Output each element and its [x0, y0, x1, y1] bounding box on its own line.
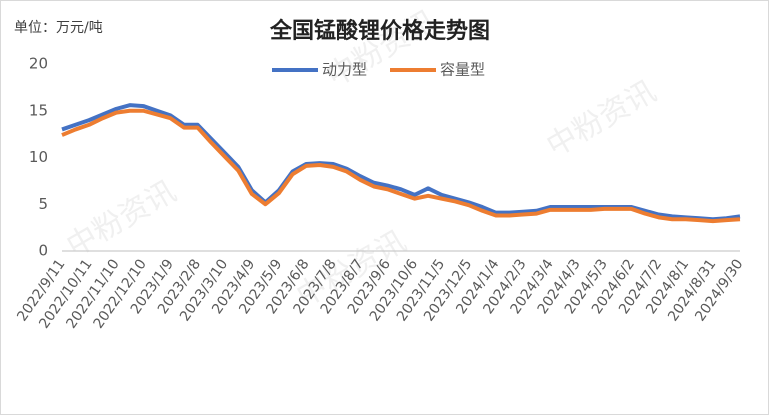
chart-title: 全国锰酸锂价格走势图 — [269, 18, 490, 44]
y-tick-label: 20 — [29, 55, 48, 73]
y-tick-label: 0 — [38, 242, 48, 260]
legend-label: 容量型 — [440, 61, 485, 79]
y-tick-label: 5 — [38, 195, 48, 213]
line-series — [61, 108, 741, 224]
y-tick-label: 10 — [29, 148, 48, 166]
y-tick-label: 15 — [29, 101, 48, 119]
legend-label: 动力型 — [322, 61, 367, 79]
unit-label: 单位：万元/吨 — [14, 20, 103, 36]
